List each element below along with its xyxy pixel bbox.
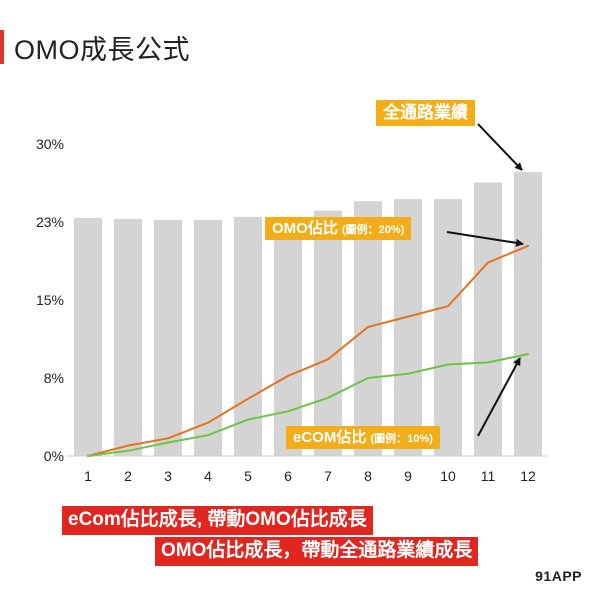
bar-month-3 [154, 219, 182, 456]
bar-month-11 [474, 182, 502, 457]
bar-month-2 [114, 218, 142, 456]
bar-month-12 [514, 172, 542, 456]
omo-share-line [87, 244, 529, 457]
bar-month-9 [394, 199, 422, 456]
x-tick-label: 7 [324, 468, 332, 484]
bar-month-7 [314, 210, 342, 456]
y-tick-label: 30% [36, 136, 64, 152]
page-title: OMO成長公式 [14, 35, 190, 65]
bar-month-8 [354, 201, 382, 456]
callout-omo-label: OMO佔比 [272, 220, 338, 237]
x-tick-label: 12 [520, 468, 536, 484]
bar-month-10 [434, 199, 462, 456]
y-tick-label: 8% [44, 370, 64, 386]
callout-ecom-note: (圖例：10%) [370, 433, 433, 445]
banner-ecom-growth: eCom佔比成長, 帶動OMO佔比成長 [62, 506, 373, 535]
arrow-to-ecom-share [477, 357, 521, 437]
x-tick-label: 2 [124, 468, 132, 484]
callout-ecom-share: eCOM佔比 (圖例：10%) [286, 426, 440, 450]
callout-total-label: 全通路業績 [383, 103, 468, 122]
bar-month-1 [74, 217, 102, 456]
x-tick-label: 9 [404, 468, 412, 484]
y-tick-label: 15% [36, 292, 64, 308]
x-tick-label: 1 [84, 468, 92, 484]
title-accent-bar [0, 30, 4, 64]
callout-total-revenue: 全通路業績 [376, 100, 475, 126]
x-tick-label: 5 [244, 468, 252, 484]
banner-omo-growth: OMO佔比成長，帶動全通路業績成長 [155, 537, 479, 566]
x-tick-label: 11 [481, 468, 496, 484]
y-tick-label: 0% [44, 448, 64, 464]
x-tick-label: 8 [364, 468, 372, 484]
x-tick-label: 6 [284, 468, 292, 484]
callout-omo-share: OMO佔比 (圖例：20%) [265, 217, 412, 241]
callout-omo-note: (圖例：20%) [342, 224, 405, 236]
x-tick-label: 4 [204, 468, 212, 484]
bar-month-5 [234, 216, 262, 456]
arrow-to-omo-share [446, 231, 524, 247]
x-tick-label: 3 [164, 468, 172, 484]
brand-logo: 91APP [535, 568, 582, 584]
bar-month-4 [194, 219, 222, 456]
bar-month-6 [274, 216, 302, 456]
callout-ecom-label: eCOM佔比 [293, 429, 367, 446]
y-tick-label: 23% [36, 214, 64, 230]
x-tick-label: 10 [440, 468, 456, 484]
arrow-to-total-revenue [477, 123, 523, 171]
ecom-share-line [87, 353, 529, 457]
